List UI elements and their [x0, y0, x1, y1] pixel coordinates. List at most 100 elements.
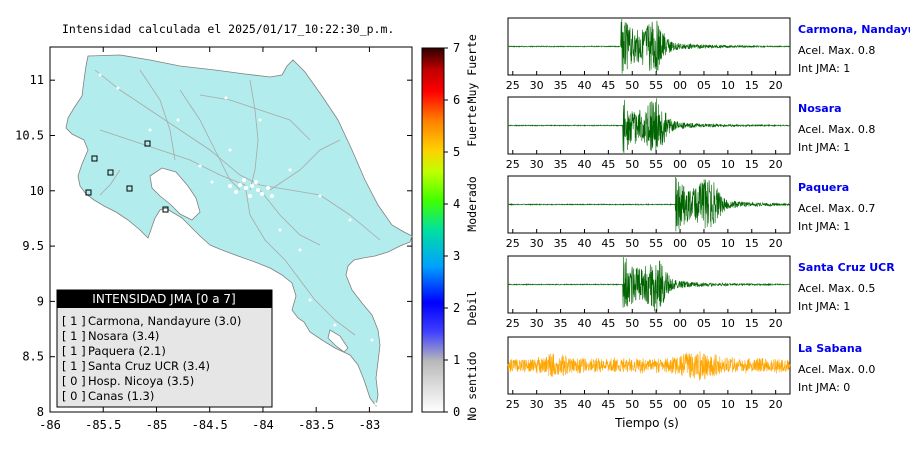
trace-station-name: Paquera [798, 181, 849, 194]
trace-station-name: Carmona, Nandayure [798, 23, 910, 36]
trace-jma-intensity: Int JMA: 1 [798, 62, 850, 75]
map-x-tick-label: -86 [39, 418, 61, 432]
legend-row-level: [ 1 ] [62, 314, 86, 328]
trace-x-tick-label: 05 [697, 158, 711, 171]
trace-x-tick-label: 25 [506, 317, 520, 330]
trace-station-name: La Sabana [798, 342, 862, 355]
trace-x-tick-label: 50 [625, 317, 639, 330]
trace-x-tick-label: 05 [697, 317, 711, 330]
trace-max-accel: Acel. Max. 0.8 [798, 123, 875, 136]
waveform-line [507, 18, 791, 74]
waveform-line [507, 98, 791, 154]
trace-x-tick-label: 30 [530, 237, 544, 250]
trace-x-tick-label: 30 [530, 158, 544, 171]
trace-x-tick-label: 10 [721, 237, 735, 250]
trace-x-tick-label: 25 [506, 237, 520, 250]
trace-x-tick-label: 55 [649, 398, 663, 411]
trace-x-tick-label: 55 [649, 79, 663, 92]
trace-x-tick-label: 35 [554, 237, 568, 250]
legend-header [57, 290, 272, 308]
land-polygon [65, 54, 413, 407]
map-y-tick-label: 9 [37, 294, 44, 308]
trace-x-tick-label: 45 [601, 398, 615, 411]
colorbar-tick-label: 7 [453, 41, 460, 55]
station-markers [85, 140, 169, 213]
legend-row-level: [ 0 ] [62, 374, 86, 388]
legend-box [56, 289, 273, 408]
colorbar: 0 1 2 3 4 5 6 7 No sentido Debil Moderado Fuerte Mu… [421, 34, 479, 421]
trace-x-tick-label: 20 [769, 158, 783, 171]
trace-x-tick-label: 00 [673, 398, 687, 411]
trace-x-tick-label: 25 [506, 158, 520, 171]
trace-x-tick-label: 00 [673, 237, 687, 250]
trace-x-tick-label: 10 [721, 79, 735, 92]
trace-x-tick-label: 25 [506, 79, 520, 92]
trace-x-tick-label: 50 [625, 398, 639, 411]
legend-row-station: Santa Cruz UCR (3.4) [88, 359, 210, 373]
map-x-tick-label: -85.5 [85, 418, 121, 432]
gulf-of-nicoya [149, 167, 201, 221]
waveform-line [507, 256, 791, 312]
trace-max-accel: Acel. Max. 0.7 [798, 202, 875, 215]
colorbar-categories: No sentido Debil Moderado Fuerte Muy Fuerte [465, 34, 479, 421]
colorbar-tick-label: 5 [453, 145, 460, 159]
trace-panel: 25 30 35 40 45 50 55 00 05 10 15 20 Carmona, Nandayu… [506, 17, 910, 92]
trace-x-tick-label: 10 [721, 317, 735, 330]
trace-x-tick-label: 40 [577, 317, 591, 330]
colorbar-category-label: Fuerte [465, 105, 479, 147]
map-y-tick-label: 10 [30, 184, 44, 198]
trace-x-tick-label: 30 [530, 398, 544, 411]
map-x-axis: -86 -85.5 -85 -84.5 -84 -83.5 -83 [39, 47, 380, 432]
map-y-tick-label: 11 [30, 73, 44, 87]
chart-title: Intensidad calculada el 2025/01/17_10:22… [62, 22, 395, 36]
colorbar-tick-label: 6 [453, 93, 460, 107]
trace-x-tick-label: 20 [769, 317, 783, 330]
trace-x-tick-label: 15 [745, 398, 759, 411]
colorbar-category-label: Debil [465, 291, 479, 326]
legend-row-station: Paquera (2.1) [88, 344, 166, 358]
colorbar-tick-label: 4 [453, 197, 460, 211]
colorbar-category-label: No sentido [465, 351, 479, 420]
trace-jma-intensity: Int JMA: 1 [798, 220, 850, 233]
trace-x-tick-label: 40 [577, 158, 591, 171]
legend-row-station: Carmona, Nandayure (3.0) [88, 314, 241, 328]
trace-max-accel: Acel. Max. 0.5 [798, 282, 875, 295]
map-y-tick-label: 10.5 [15, 128, 44, 142]
trace-x-tick-label: 00 [673, 317, 687, 330]
trace-panel: 25 30 35 40 45 50 55 00 05 10 15 20 Nosara Acel. Max.… [506, 96, 875, 171]
trace-station-name: Santa Cruz UCR [798, 261, 895, 274]
trace-x-tick-label: 20 [769, 237, 783, 250]
colorbar-category-label: Moderado [465, 176, 479, 231]
legend-row-level: [ 1 ] [62, 359, 86, 373]
trace-x-tick-label: 05 [697, 398, 711, 411]
trace-x-tick-label: 00 [673, 79, 687, 92]
map-x-tick-label: -84.5 [192, 418, 228, 432]
trace-jma-intensity: Int JMA: 1 [798, 141, 850, 154]
legend-row-level: [ 1 ] [62, 344, 86, 358]
trace-x-tick-label: 30 [530, 317, 544, 330]
colorbar-category-label: Muy Fuerte [465, 34, 479, 103]
road-network [94, 69, 381, 336]
trace-x-tick-label: 40 [577, 398, 591, 411]
trace-max-accel: Acel. Max. 0.0 [798, 363, 875, 376]
trace-x-tick-label: 35 [554, 398, 568, 411]
trace-x-tick-label: 05 [697, 237, 711, 250]
station-dots [98, 73, 378, 406]
trace-x-tick-label: 20 [769, 79, 783, 92]
trace-x-tick-label: 45 [601, 158, 615, 171]
trace-x-tick-label: 30 [530, 79, 544, 92]
colorbar-ticks: 0 1 2 3 4 5 6 7 [444, 41, 460, 419]
golfo-dulce [327, 329, 349, 353]
trace-panel: 25 30 35 40 45 50 55 00 05 10 15 20 Paquera Acel. Max… [506, 175, 875, 250]
colorbar-tick-label: 1 [453, 353, 460, 367]
colorbar-tick-label: 3 [453, 249, 460, 263]
trace-x-tick-label: 40 [577, 79, 591, 92]
trace-x-tick-label: 55 [649, 158, 663, 171]
trace-x-tick-label: 15 [745, 158, 759, 171]
colorbar-gradient [421, 47, 445, 413]
legend-row-level: [ 1 ] [62, 329, 86, 343]
trace-x-tick-label: 15 [745, 317, 759, 330]
trace-x-tick-label: 35 [554, 317, 568, 330]
map-x-tick-label: -83 [359, 418, 381, 432]
traces-xlabel: Tiempo (s) [614, 416, 679, 430]
